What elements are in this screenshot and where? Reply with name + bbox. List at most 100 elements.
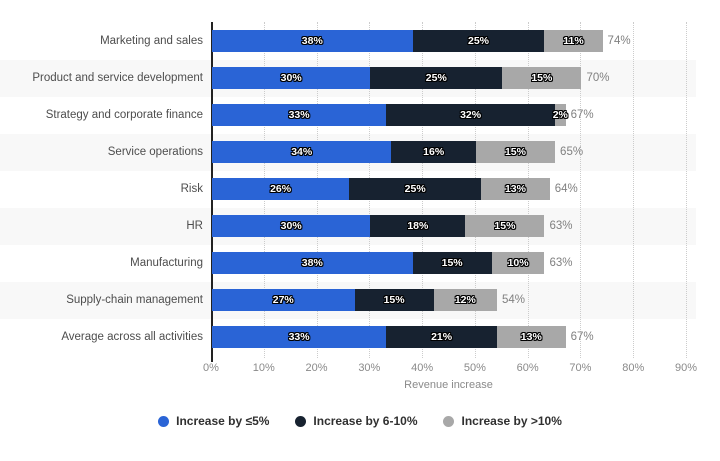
segment-value-label: 30% bbox=[280, 220, 302, 232]
bar-segment: 30% bbox=[212, 67, 371, 89]
segment-value-label: 34% bbox=[291, 146, 313, 158]
stacked-bar: 30% 25% 15% bbox=[212, 67, 582, 89]
total-value-label: 67% bbox=[570, 331, 594, 343]
x-tick-label: 90% bbox=[674, 362, 698, 374]
bar-segment: 10% bbox=[491, 252, 545, 274]
category-label: Service operations bbox=[107, 146, 203, 158]
stacked-bar: 38% 15% 10% bbox=[212, 252, 545, 274]
segment-value-label: 12% bbox=[454, 294, 476, 306]
category-label: Manufacturing bbox=[130, 257, 203, 269]
stacked-bar: 33% 32% 2% bbox=[212, 104, 568, 126]
bar-segment: 11% bbox=[544, 30, 603, 52]
category-label: Average across all activities bbox=[61, 331, 203, 343]
bar-segment: 38% bbox=[212, 252, 413, 274]
total-value-label: 65% bbox=[560, 146, 584, 158]
bar-segment: 25% bbox=[370, 67, 503, 89]
segment-value-label: 16% bbox=[423, 146, 445, 158]
segment-value-label: 25% bbox=[425, 72, 447, 84]
bar-segment: 33% bbox=[212, 326, 387, 348]
legend-item[interactable]: Increase by >10% bbox=[443, 414, 562, 428]
bar-segment: 16% bbox=[391, 141, 476, 163]
bar-segment: 15% bbox=[475, 141, 556, 163]
bar-segment: 34% bbox=[212, 141, 392, 163]
x-tick-label: 40% bbox=[411, 362, 434, 374]
segment-value-label: 15% bbox=[383, 294, 405, 306]
segment-value-label: 21% bbox=[431, 331, 453, 343]
segment-value-label: 15% bbox=[504, 146, 526, 158]
bar-segment: 15% bbox=[465, 215, 545, 237]
category-label: Supply-chain management bbox=[66, 294, 203, 306]
segment-value-label: 38% bbox=[301, 35, 323, 47]
stacked-bar: 26% 25% 13% bbox=[212, 178, 550, 200]
x-tick-label: 60% bbox=[516, 362, 539, 374]
x-tick-label: 70% bbox=[569, 362, 592, 374]
bar-segment: 38% bbox=[212, 30, 413, 52]
segment-value-label: 11% bbox=[563, 35, 584, 47]
bar-segment: 15% bbox=[354, 289, 434, 311]
bar-segment: 27% bbox=[212, 289, 355, 311]
bar-segment: 12% bbox=[433, 289, 497, 311]
segment-value-label: 13% bbox=[504, 183, 526, 195]
segment-value-label: 15% bbox=[494, 220, 516, 232]
legend-swatch-icon bbox=[158, 415, 170, 427]
x-tick-label: 20% bbox=[305, 362, 328, 374]
segment-value-label: 18% bbox=[407, 220, 429, 232]
bar-segment: 15% bbox=[502, 67, 582, 89]
total-value-label: 64% bbox=[554, 183, 578, 195]
category-label: Strategy and corporate finance bbox=[45, 109, 203, 121]
legend-item[interactable]: Increase by ≤5% bbox=[158, 414, 269, 428]
bar-segment: 13% bbox=[481, 178, 550, 200]
stacked-bar: 33% 21% 13% bbox=[212, 326, 566, 348]
x-axis-title: Revenue increase bbox=[404, 379, 493, 391]
total-value-label: 67% bbox=[570, 109, 594, 121]
x-tick-label: 10% bbox=[252, 362, 275, 374]
legend-item[interactable]: Increase by 6-10% bbox=[295, 414, 417, 428]
segment-value-label: 13% bbox=[520, 331, 542, 343]
legend-label: Increase by ≤5% bbox=[176, 414, 270, 428]
legend-swatch-icon bbox=[443, 415, 455, 427]
segment-value-label: 10% bbox=[507, 257, 529, 269]
total-value-label: 74% bbox=[607, 35, 631, 47]
bar-segment: 25% bbox=[349, 178, 482, 200]
bar-segment: 30% bbox=[212, 215, 371, 237]
segment-value-label: 32% bbox=[460, 109, 482, 121]
legend-label: Increase by 6-10% bbox=[313, 414, 418, 428]
stacked-bar: 34% 16% 15% bbox=[212, 141, 556, 163]
x-tick-label: 50% bbox=[463, 362, 486, 374]
bar-segment: 2% bbox=[552, 104, 568, 126]
category-label: Product and service development bbox=[32, 72, 203, 84]
x-tick-label: 0% bbox=[203, 362, 219, 374]
stacked-bar: 27% 15% 12% bbox=[212, 289, 497, 311]
segment-value-label: 15% bbox=[531, 72, 553, 84]
gridline bbox=[633, 22, 635, 358]
segment-value-label: 27% bbox=[272, 294, 294, 306]
bar-segment: 18% bbox=[370, 215, 466, 237]
segment-value-label: 33% bbox=[288, 109, 310, 121]
total-value-label: 63% bbox=[549, 220, 573, 232]
segment-value-label: 2% bbox=[552, 109, 568, 121]
legend: Increase by ≤5% Increase by 6-10% Increase… bbox=[0, 414, 720, 428]
x-tick-label: 30% bbox=[358, 362, 381, 374]
segment-value-label: 15% bbox=[441, 257, 463, 269]
x-tick-label: 80% bbox=[622, 362, 645, 374]
bar-segment: 15% bbox=[412, 252, 492, 274]
segment-value-label: 33% bbox=[288, 331, 310, 343]
segment-value-label: 26% bbox=[270, 183, 292, 195]
total-value-label: 63% bbox=[549, 257, 573, 269]
bar-segment: 32% bbox=[386, 104, 556, 126]
category-label: Risk bbox=[180, 183, 203, 195]
stacked-bar: 30% 18% 15% bbox=[212, 215, 545, 237]
bar-segment: 25% bbox=[412, 30, 545, 52]
gridline bbox=[580, 22, 582, 358]
legend-label: Increase by >10% bbox=[461, 414, 562, 428]
bar-segment: 33% bbox=[212, 104, 387, 126]
total-value-label: 54% bbox=[502, 294, 526, 306]
bar-segment: 13% bbox=[496, 326, 566, 348]
bar-segment: 26% bbox=[212, 178, 350, 200]
total-value-label: 70% bbox=[586, 72, 610, 84]
segment-value-label: 25% bbox=[404, 183, 426, 195]
category-label: Marketing and sales bbox=[100, 35, 203, 47]
segment-value-label: 25% bbox=[468, 35, 490, 47]
segment-value-label: 38% bbox=[301, 257, 323, 269]
